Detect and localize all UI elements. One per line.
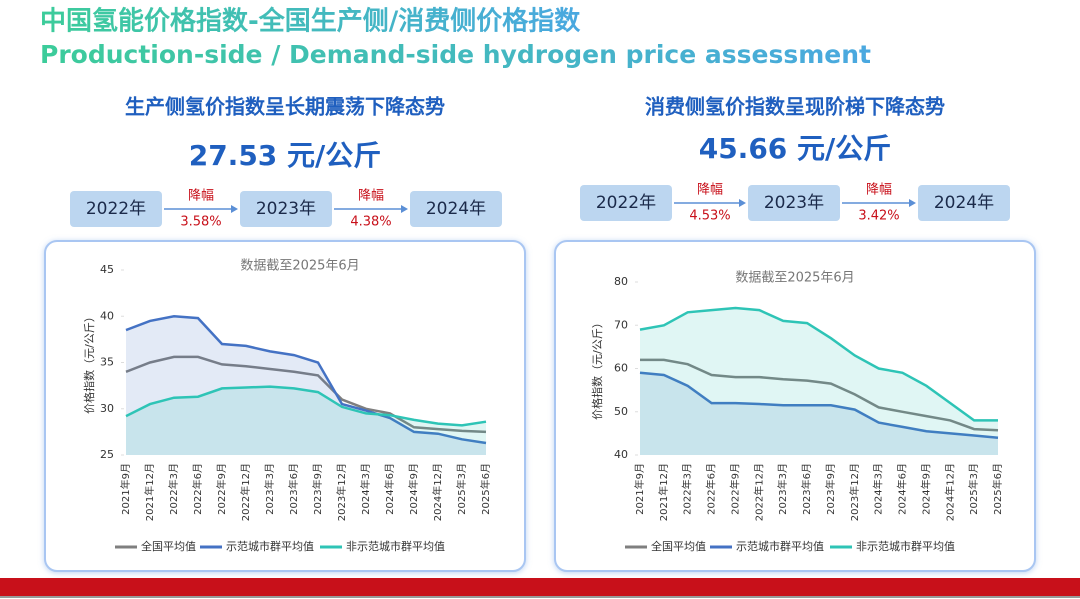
y-tick-label: 40 [614, 448, 628, 461]
x-tick-label: 2022年6月 [191, 463, 204, 515]
x-tick-label: 2023年3月 [263, 463, 276, 515]
x-tick-label: 2021年12月 [143, 463, 156, 521]
chart-annotation: 数据截至2025年6月 [240, 259, 359, 274]
series-line [639, 371, 999, 439]
year-box [580, 185, 672, 221]
x-tick-label: 2025年6月 [479, 463, 492, 515]
flow-arrowhead [401, 205, 408, 213]
y-axis-label: 价格指数（元/公斤） [82, 311, 96, 414]
drop-label: 降幅 [697, 183, 723, 198]
year-box [410, 191, 502, 227]
panel-heading: 生产侧氢价指数呈长期震荡下降态势 [125, 95, 445, 119]
x-tick-label: 2024年12月 [431, 463, 444, 521]
x-tick-label: 2024年6月 [896, 463, 909, 515]
drop-value: 4.53% [689, 209, 730, 224]
y-tick-label: 40 [100, 309, 114, 322]
y-tick-label: 25 [100, 448, 114, 461]
x-tick-label: 2022年9月 [728, 463, 741, 515]
series-area [640, 308, 998, 455]
x-tick-label: 2024年3月 [872, 463, 885, 515]
y-tick-label: 60 [614, 362, 628, 375]
subtitle: Production-side / Demand-side hydrogen p… [40, 40, 871, 69]
y-axis-label: 价格指数（元/公斤） [590, 317, 604, 420]
legend-label: 非示范城市群平均值 [346, 539, 445, 553]
x-tick-label: 2021年9月 [633, 463, 646, 515]
year-label: 2022年 [596, 193, 656, 213]
series-area [126, 386, 486, 455]
x-tick-label: 2025年3月 [455, 463, 468, 515]
x-tick-label: 2024年6月 [383, 463, 396, 515]
x-tick-label: 2022年9月 [215, 463, 228, 515]
series-line [125, 385, 487, 427]
x-tick-label: 2025年3月 [967, 463, 980, 515]
x-tick-label: 2023年9月 [311, 463, 324, 515]
title: 中国氢能价格指数-全国生产侧/消费侧价格指数 [40, 6, 581, 37]
series-line [125, 315, 487, 445]
year-box [748, 185, 840, 221]
y-tick-label: 30 [100, 402, 114, 415]
x-tick-label: 2022年3月 [167, 463, 180, 515]
legend-label: 示范城市群平均值 [736, 539, 824, 553]
x-tick-label: 2022年12月 [239, 463, 252, 521]
y-tick-label: 45 [100, 263, 114, 276]
x-tick-label: 2021年9月 [119, 463, 132, 515]
drop-value: 3.58% [180, 215, 221, 230]
x-tick-label: 2023年6月 [287, 463, 300, 515]
series-line [639, 306, 998, 422]
footer-bar [0, 578, 1080, 596]
drop-label: 降幅 [866, 183, 892, 198]
legend-label: 全国平均值 [651, 539, 706, 553]
x-tick-label: 2023年6月 [800, 463, 813, 515]
legend-label: 非示范城市群平均值 [856, 539, 955, 553]
year-box [240, 191, 332, 227]
y-tick-label: 70 [614, 318, 628, 331]
drop-label: 降幅 [358, 189, 384, 204]
x-tick-label: 2023年9月 [824, 463, 837, 515]
x-tick-label: 2022年6月 [705, 463, 718, 515]
x-tick-label: 2024年3月 [359, 463, 372, 515]
year-label: 2023年 [256, 199, 316, 219]
x-tick-label: 2022年3月 [681, 463, 694, 515]
x-tick-label: 2024年12月 [943, 463, 956, 521]
x-tick-label: 2022年12月 [752, 463, 765, 521]
series-line [640, 358, 999, 432]
drop-value: 3.42% [858, 209, 899, 224]
year-label: 2024年 [934, 193, 994, 213]
year-box [918, 185, 1010, 221]
x-tick-label: 2023年3月 [776, 463, 789, 515]
series-area [640, 372, 998, 455]
year-label: 2022年 [86, 199, 146, 219]
flow-arrowhead [231, 205, 238, 213]
chart-annotation: 数据截至2025年6月 [735, 271, 854, 286]
x-tick-label: 2024年9月 [407, 463, 420, 515]
series-area [126, 316, 486, 455]
y-tick-label: 80 [614, 275, 628, 288]
panel-price: 45.66 元/公斤 [699, 132, 892, 165]
drop-label: 降幅 [188, 189, 214, 204]
series-line [125, 355, 487, 434]
drop-value: 4.38% [350, 215, 391, 230]
flow-arrowhead [909, 199, 916, 207]
year-label: 2024年 [426, 199, 486, 219]
year-label: 2023年 [764, 193, 824, 213]
year-box [70, 191, 162, 227]
x-tick-label: 2025年6月 [991, 463, 1004, 515]
flow-arrowhead [739, 199, 746, 207]
panel-price: 27.53 元/公斤 [189, 139, 382, 172]
x-tick-label: 2024年9月 [919, 463, 932, 515]
x-tick-label: 2023年12月 [335, 463, 348, 521]
x-tick-label: 2023年12月 [848, 463, 861, 521]
legend-label: 示范城市群平均值 [226, 539, 314, 553]
y-tick-label: 35 [100, 356, 114, 369]
y-tick-label: 50 [614, 405, 628, 418]
panel-heading: 消费侧氢价指数呈现阶梯下降态势 [645, 95, 945, 119]
x-tick-label: 2021年12月 [657, 463, 670, 521]
chart-card [44, 240, 526, 572]
legend-label: 全国平均值 [141, 539, 196, 553]
